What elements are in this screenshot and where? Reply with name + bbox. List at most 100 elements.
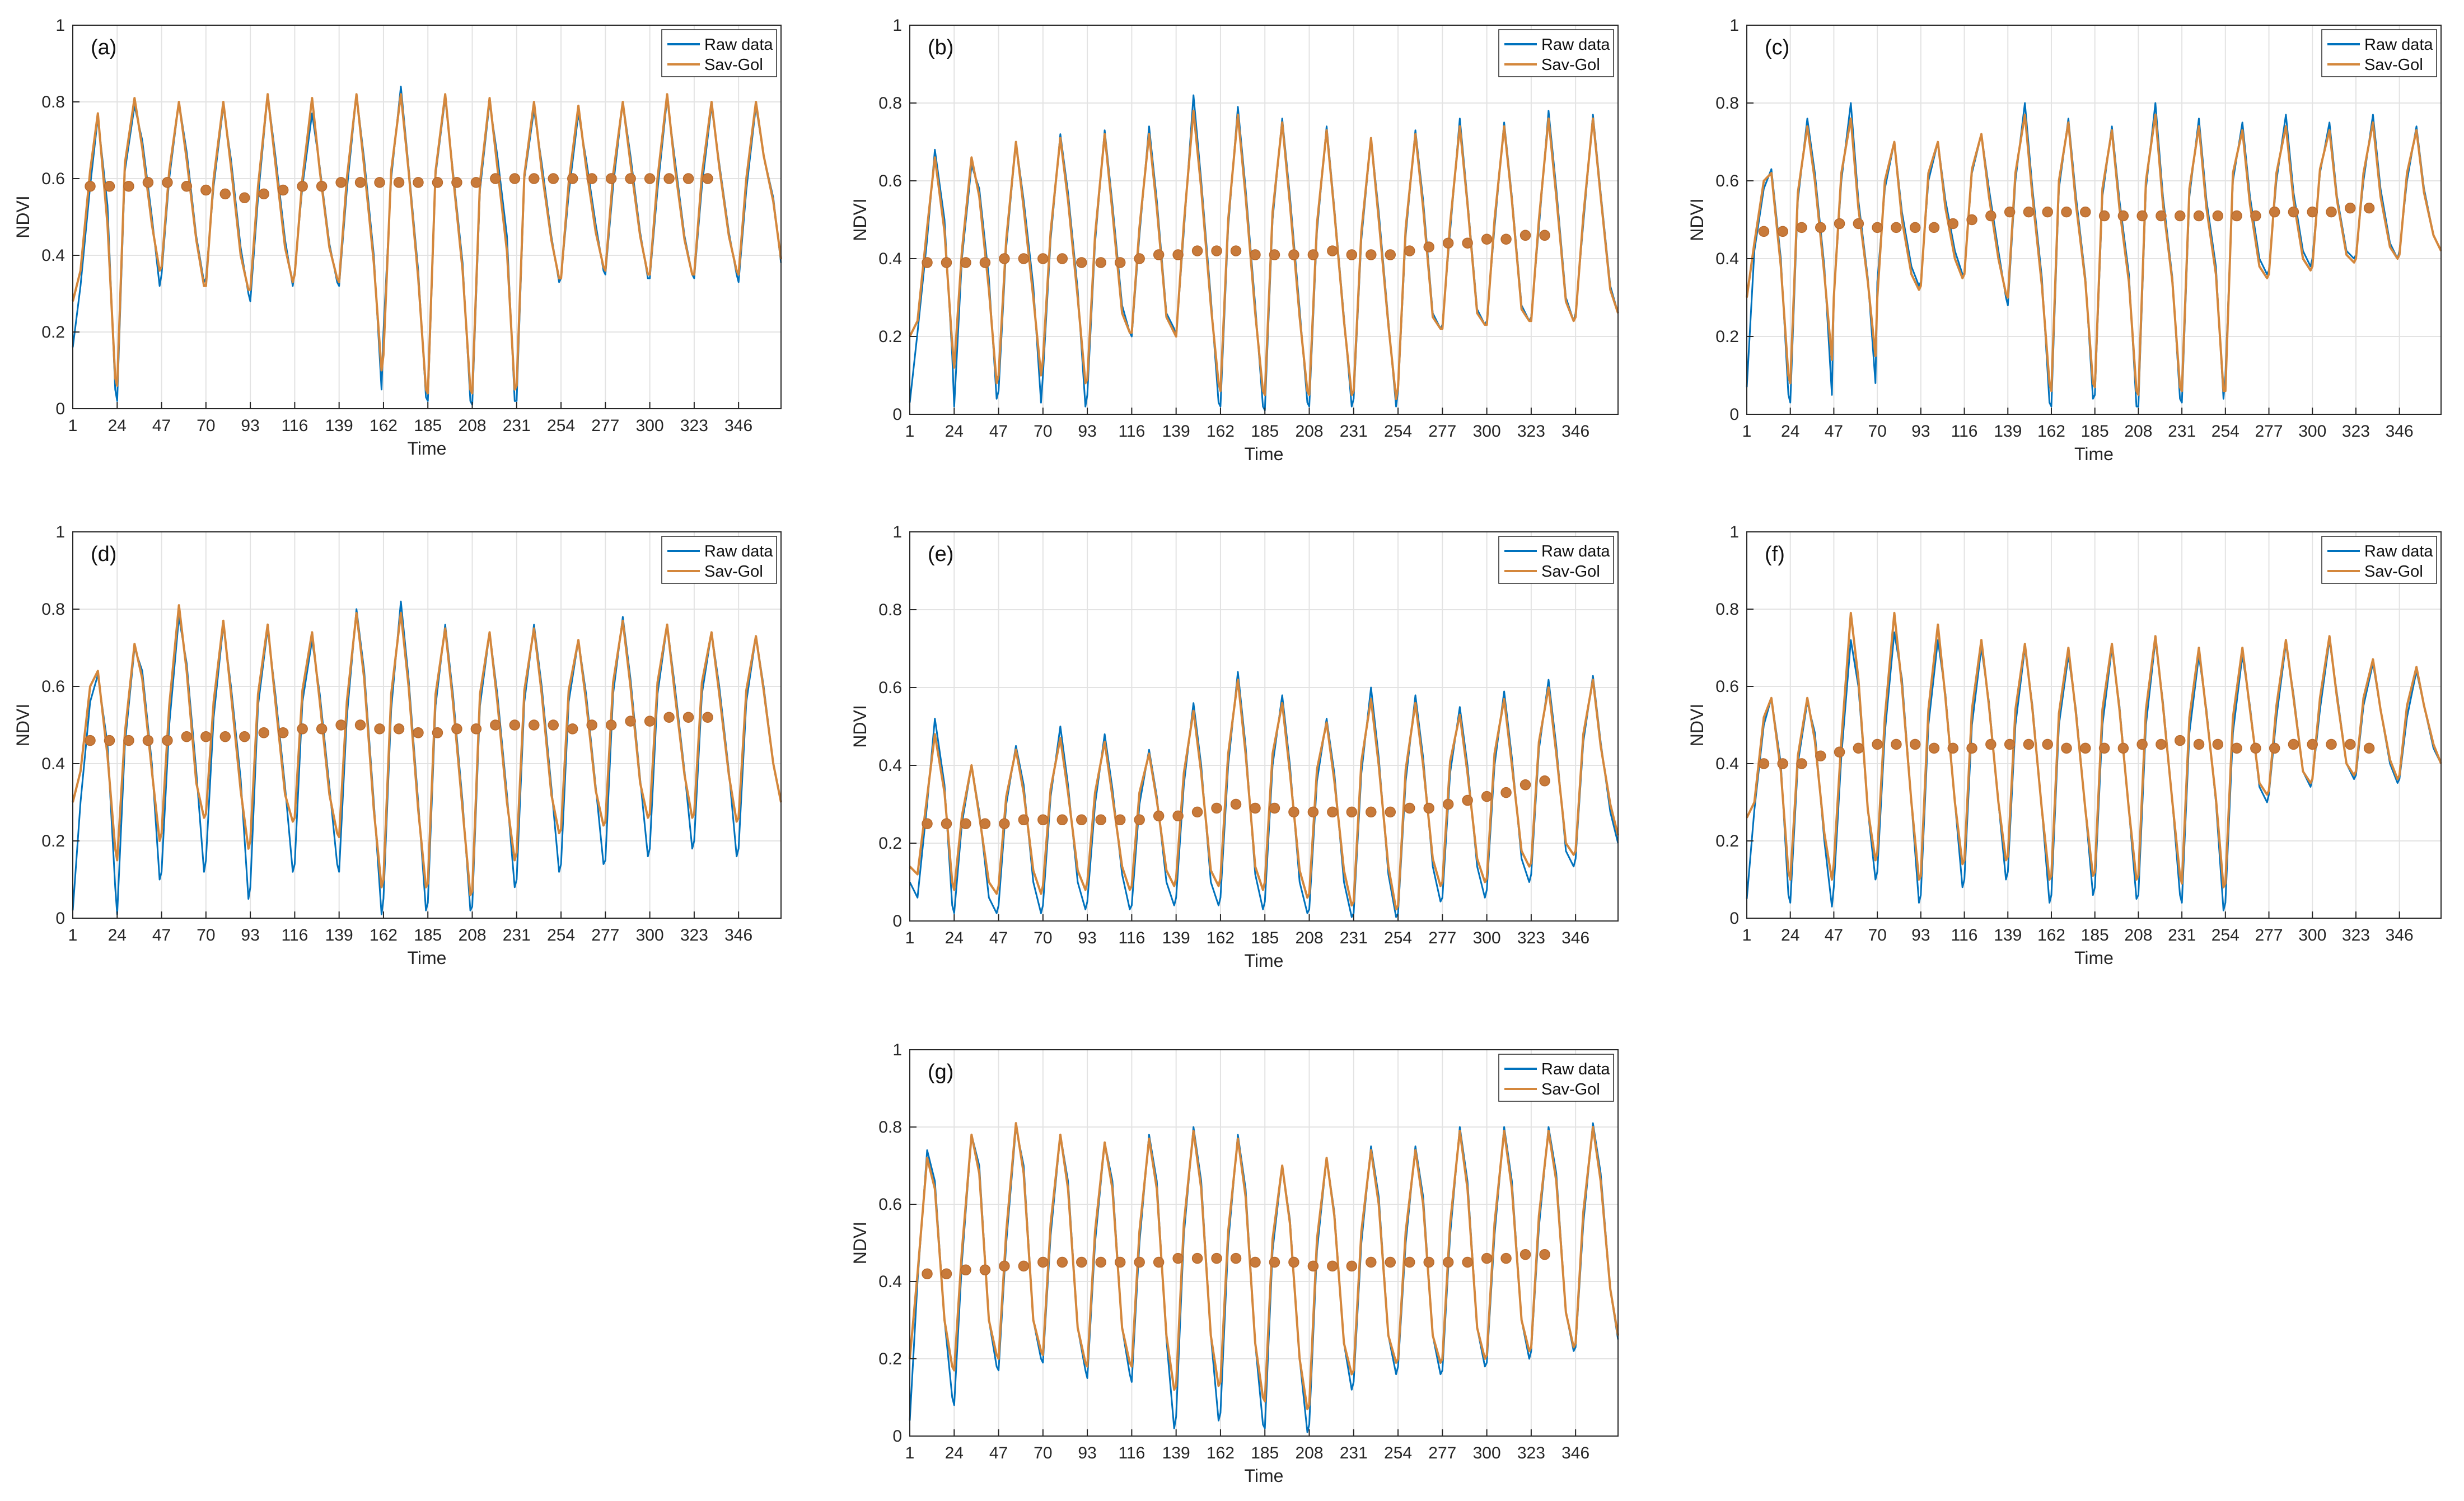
y-axis-label: NDVI <box>850 705 870 747</box>
legend-label: Sav-Gol <box>1541 56 1600 74</box>
marker-point <box>1777 226 1788 237</box>
marker-point <box>142 735 154 746</box>
marker-point <box>2269 206 2280 218</box>
x-tick-label: 277 <box>1428 422 1456 441</box>
chart-panel: 0 0.2 0.4 0.6 0.8 1 1 24 47 70 93 116 139 162 185 208 23… <box>850 16 1619 464</box>
marker-point <box>1288 1256 1299 1268</box>
x-tick-label: 139 <box>1162 929 1190 947</box>
series-line <box>909 1122 1619 1410</box>
marker-point <box>1250 1256 1261 1268</box>
marker-point <box>1346 249 1358 260</box>
y-tick-label: 0 <box>892 1427 902 1446</box>
x-tick-label: 93 <box>1078 1444 1096 1462</box>
legend-label: Raw data <box>1541 1060 1610 1078</box>
legend-box <box>1498 536 1614 584</box>
x-tick-label: 346 <box>1561 929 1589 947</box>
x-tick-label: 93 <box>1911 926 1930 944</box>
marker-point <box>1539 775 1550 787</box>
x-tick-label: 323 <box>1517 1444 1545 1462</box>
x-tick-label: 300 <box>1473 929 1501 947</box>
legend-label: Sav-Gol <box>2364 56 2423 74</box>
x-tick-label: 47 <box>989 422 1008 441</box>
panel-tag: (d) <box>91 543 116 566</box>
legend-label: Raw data <box>2364 36 2433 54</box>
marker-point <box>239 731 250 742</box>
legend-box <box>2321 536 2437 584</box>
marker-point <box>470 723 482 735</box>
marker-point <box>1134 1256 1145 1268</box>
x-tick-label: 47 <box>152 417 171 435</box>
series-line <box>72 93 782 395</box>
marker-point <box>2288 738 2299 750</box>
marker-point <box>2345 202 2356 214</box>
legend-label: Sav-Gol <box>2364 563 2423 581</box>
x-tick-label: 162 <box>2037 422 2065 441</box>
marker-point <box>1442 237 1454 249</box>
marker-point <box>1909 738 1921 750</box>
x-tick-label: 116 <box>1118 929 1145 947</box>
marker-point <box>335 719 347 731</box>
marker-point <box>1462 1256 1473 1268</box>
marker-point <box>941 1268 952 1279</box>
x-tick-label: 162 <box>370 417 398 435</box>
marker-point <box>1250 249 1261 260</box>
x-tick-label: 139 <box>1162 1444 1190 1462</box>
y-tick-label: 0.2 <box>878 1350 902 1368</box>
marker-point <box>960 1264 971 1276</box>
y-tick-label: 0 <box>892 405 902 424</box>
x-tick-label: 1 <box>905 1444 915 1462</box>
x-tick-label: 208 <box>2124 422 2152 441</box>
marker-point <box>2061 206 2072 218</box>
marker-point <box>1018 814 1030 826</box>
marker-point <box>509 719 521 731</box>
marker-point <box>335 177 347 188</box>
y-tick-label: 0.8 <box>878 1118 902 1137</box>
marker-point <box>1500 1252 1512 1264</box>
y-tick-label: 0.2 <box>878 328 902 346</box>
x-tick-label: 116 <box>1118 1444 1145 1462</box>
marker-point <box>1269 1256 1280 1268</box>
marker-point <box>1462 237 1473 249</box>
marker-point <box>1346 806 1358 818</box>
marker-point <box>1153 810 1165 822</box>
marker-point <box>2117 742 2129 754</box>
x-tick-label: 1 <box>1742 422 1752 441</box>
marker-point <box>2307 738 2318 750</box>
marker-point <box>104 735 115 746</box>
x-tick-label: 139 <box>1162 422 1190 441</box>
marker-point <box>1114 814 1126 826</box>
marker-point <box>663 173 675 184</box>
marker-point <box>1346 1260 1358 1272</box>
x-tick-label: 139 <box>1994 422 2022 441</box>
marker-point <box>1307 806 1319 818</box>
marker-point <box>1853 742 1864 754</box>
x-tick-label: 47 <box>989 929 1008 947</box>
panel-tag: (f) <box>1765 543 1785 566</box>
x-tick-label: 254 <box>1384 929 1412 947</box>
legend: Raw data Sav-Gol <box>1498 29 1614 77</box>
legend-label: Raw data <box>1541 543 1610 560</box>
legend-box <box>661 29 777 77</box>
marker-point <box>1385 1256 1396 1268</box>
marker-point <box>316 723 328 735</box>
marker-point <box>1928 222 1940 233</box>
panel-tag: (a) <box>91 36 116 59</box>
x-tick-label: 346 <box>724 926 752 944</box>
marker-point <box>529 173 540 184</box>
x-tick-label: 323 <box>2342 926 2370 944</box>
x-tick-label: 47 <box>989 1444 1008 1462</box>
y-tick-label: 0.8 <box>41 600 65 619</box>
marker-point <box>413 727 424 738</box>
marker-point <box>470 177 482 188</box>
marker-point <box>1366 249 1377 260</box>
x-tick-label: 231 <box>2168 422 2196 441</box>
marker-point <box>999 1260 1010 1272</box>
marker-point <box>1191 806 1203 818</box>
x-tick-label: 231 <box>503 417 531 435</box>
marker-point <box>682 712 694 723</box>
marker-point <box>490 173 501 184</box>
marker-point <box>1815 750 1826 761</box>
marker-point <box>941 818 952 829</box>
marker-point <box>1462 794 1473 806</box>
x-tick-label: 1 <box>68 926 78 944</box>
